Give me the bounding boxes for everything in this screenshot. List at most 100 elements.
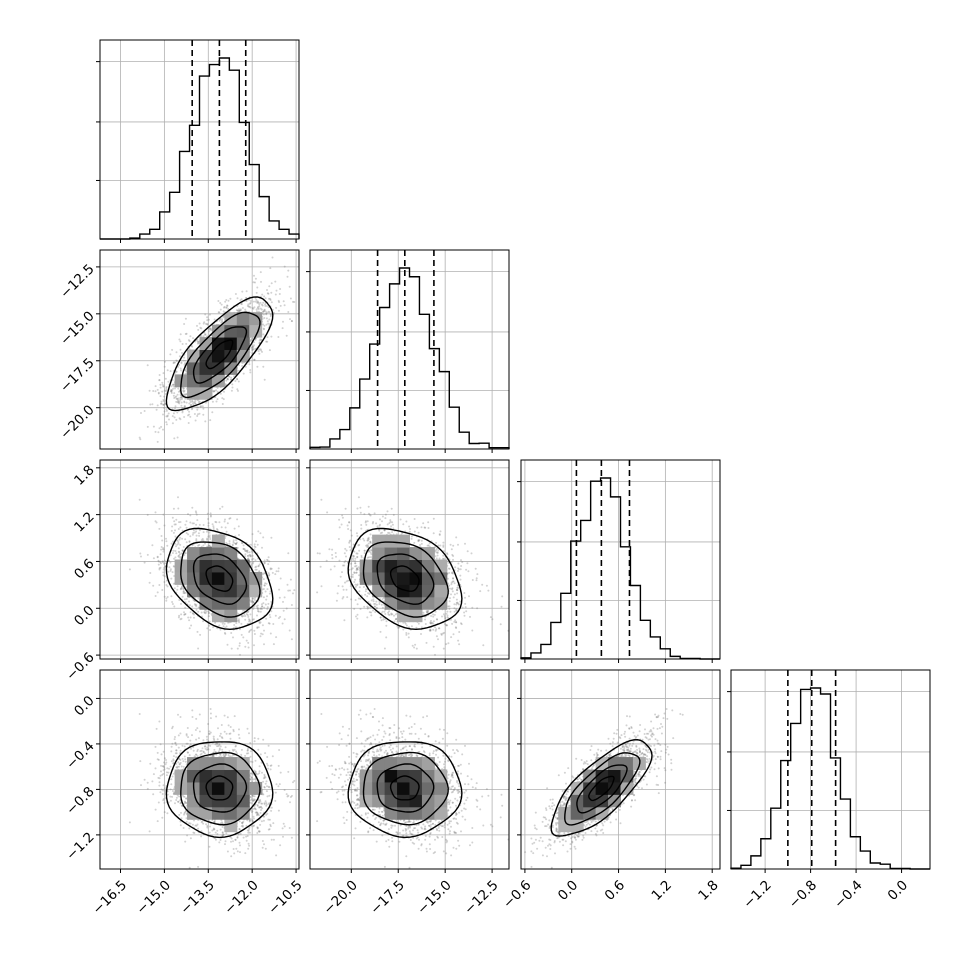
sample-point	[270, 335, 273, 338]
sample-point	[287, 589, 290, 592]
sample-point	[260, 308, 263, 311]
sample-point	[181, 409, 184, 412]
sample-point	[254, 546, 257, 549]
sample-point	[171, 389, 174, 392]
sample-point	[302, 567, 304, 569]
sample-point	[160, 425, 163, 428]
sample-point	[251, 600, 253, 602]
sample-point	[260, 603, 263, 606]
density-cell	[224, 312, 238, 326]
sample-point	[222, 398, 225, 401]
sample-point	[244, 553, 247, 556]
density-cell	[236, 559, 250, 573]
density-cell	[199, 571, 213, 585]
sample-point	[278, 588, 281, 591]
sample-point	[159, 383, 162, 386]
sample-point	[253, 358, 256, 361]
sample-point	[193, 603, 196, 606]
sample-point	[224, 518, 226, 521]
sample-point	[239, 628, 241, 631]
sample-point	[181, 352, 183, 354]
hist-panel-3	[727, 669, 931, 873]
sample-point	[189, 616, 192, 619]
density-cell	[211, 584, 225, 598]
sample-point	[253, 644, 255, 647]
sample-point	[194, 604, 197, 607]
sample-point	[231, 543, 234, 546]
sample-point	[417, 540, 420, 543]
contour-level-0	[205, 565, 234, 592]
sample-point	[269, 590, 272, 593]
sample-point	[252, 608, 255, 610]
scatter-panel-2-1	[306, 459, 510, 663]
sample-point	[262, 310, 265, 313]
sample-point	[162, 548, 165, 551]
sample-point	[166, 415, 169, 418]
density-cell	[211, 349, 225, 363]
sample-point	[162, 403, 165, 406]
sample-point	[269, 315, 272, 318]
sample-point	[247, 615, 250, 618]
sample-point	[234, 626, 237, 629]
sample-point	[263, 562, 266, 564]
sample-point	[172, 412, 175, 415]
sample-point	[196, 408, 199, 411]
sample-point	[267, 622, 270, 625]
sample-point	[219, 507, 221, 510]
sample-point	[208, 536, 211, 539]
sample-point	[250, 563, 253, 566]
sample-point	[246, 614, 249, 617]
density-cell	[199, 547, 213, 560]
sample-point	[177, 387, 180, 390]
sample-point	[255, 291, 258, 294]
sample-point	[157, 559, 160, 562]
sample-point	[228, 517, 231, 520]
sample-point	[213, 390, 216, 392]
density-cell	[211, 534, 225, 548]
sample-point	[221, 318, 224, 321]
sample-point	[212, 626, 215, 629]
sample-point	[173, 437, 176, 440]
sample-point	[179, 348, 182, 351]
sample-point	[178, 338, 181, 341]
sample-point	[218, 311, 221, 314]
sample-point	[148, 389, 151, 392]
sample-point	[243, 548, 246, 551]
sample-point	[436, 554, 439, 557]
sample-point	[185, 541, 188, 544]
sample-point	[208, 531, 211, 534]
sample-point	[202, 413, 205, 416]
sample-point	[247, 554, 250, 557]
sample-point	[161, 589, 164, 591]
sample-point	[259, 608, 262, 610]
sample-point	[169, 561, 172, 564]
sample-point	[279, 577, 282, 580]
sample-point	[367, 539, 370, 542]
sample-point	[165, 597, 168, 600]
sample-point	[171, 603, 174, 605]
sample-point	[252, 557, 255, 560]
sample-point	[201, 405, 204, 408]
sample-point	[288, 629, 291, 632]
sample-point	[250, 550, 253, 553]
sample-point	[262, 313, 265, 316]
sample-point	[387, 613, 390, 616]
sample-point	[266, 558, 268, 561]
sample-point	[249, 599, 252, 602]
sample-point	[269, 267, 272, 270]
sample-point	[279, 288, 282, 290]
sample-point	[194, 400, 197, 403]
sample-point	[234, 293, 237, 295]
sample-point	[209, 327, 212, 330]
sample-point	[212, 390, 215, 393]
sample-point	[177, 528, 180, 530]
sample-point	[242, 544, 245, 547]
sample-point	[258, 339, 261, 342]
sample-point	[175, 418, 178, 421]
sample-point	[162, 550, 165, 553]
sample-point	[264, 303, 267, 306]
sample-point	[148, 581, 151, 584]
sample-point	[178, 556, 181, 559]
sample-point	[363, 605, 366, 608]
sample-point	[185, 598, 188, 600]
